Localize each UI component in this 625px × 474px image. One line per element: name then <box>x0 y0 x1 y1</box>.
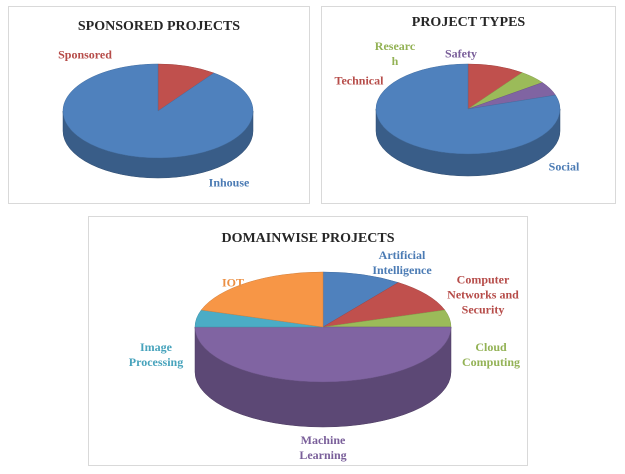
slice <box>200 271 324 328</box>
chart-panel: PROJECT TYPES Technical Research Safety Soci… <box>321 6 616 204</box>
pie-tops <box>194 271 452 383</box>
pie-tops <box>375 63 561 155</box>
pie-chart <box>194 271 452 428</box>
chart-panel: DOMAINWISE PROJECTS Artificial Intelligen… <box>88 216 528 466</box>
slice <box>194 326 452 383</box>
chart-title: DOMAINWISE PROJECTS <box>221 231 395 246</box>
pie-tops <box>62 63 254 159</box>
slice-label: IOT <box>221 275 244 290</box>
slice <box>62 63 254 159</box>
pie-chart <box>375 63 561 177</box>
chart-panel: SPONSORED PROJECTS Sponsored Inhouse <box>8 6 310 204</box>
slice-label: Social <box>548 159 580 174</box>
slice-label: Machine Learning <box>299 433 347 462</box>
slice-label: Computer Networks and Security <box>447 272 519 317</box>
slice-label: Artificial Intelligence <box>372 248 432 277</box>
slice-label: Safety <box>445 46 477 61</box>
slice-label: Technical <box>334 73 384 88</box>
slice-label: Sponsored <box>58 47 112 62</box>
slice-label: Cloud Computing <box>461 340 520 369</box>
slice-label: Research <box>374 39 416 68</box>
slice <box>322 271 399 328</box>
slice-label: Image Processing <box>128 340 184 369</box>
chart-title: SPONSORED PROJECTS <box>77 19 241 34</box>
slice <box>375 63 561 155</box>
slice-label: Inhouse <box>208 175 250 190</box>
slice <box>322 282 446 328</box>
chart-title: PROJECT TYPES <box>411 15 526 30</box>
pie-chart <box>62 63 254 179</box>
